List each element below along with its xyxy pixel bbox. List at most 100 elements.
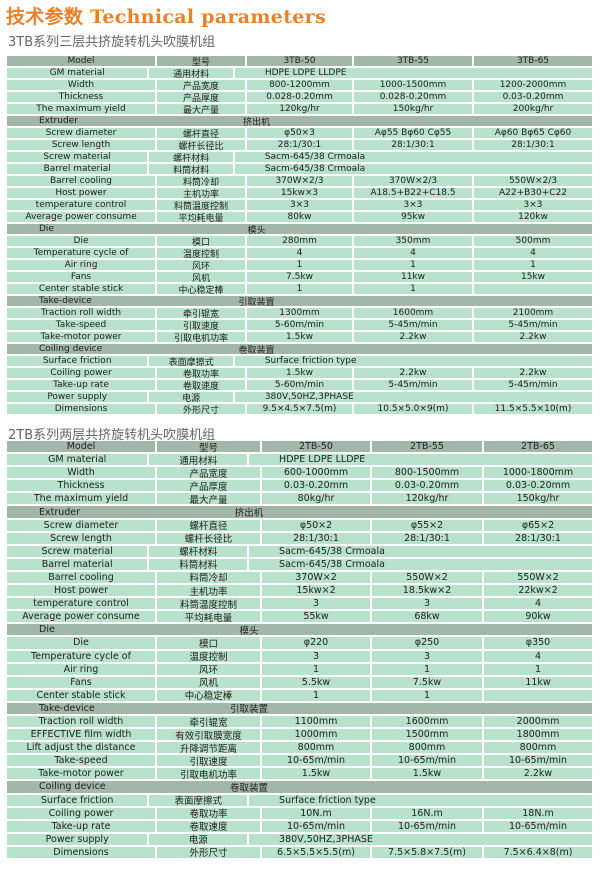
table-row: Screw diameter 螺杆直径 φ50×3 Aφ55 Bφ60 Cφ55 Aφ6… [7, 128, 592, 138]
table-row: The maximum yield 最大产量 120kg/hr 150kg/hr 200… [7, 104, 592, 114]
param-name-en: Take-up rate [7, 380, 155, 390]
param-value: 150kg/hr [484, 493, 592, 505]
param-value: 120kg/hr [372, 493, 482, 505]
table-row: Take-speed 引取速度 5-60m/min 5-45m/min 5-45m/mi… [7, 320, 592, 330]
table-row: Width 产品宽度 800-1200mm 1000-1500mm 1200-2000m… [7, 80, 592, 90]
param-name-cn: 风机 [157, 272, 245, 282]
table-row: Fans 风机 7.5kw 11kw 15kw [7, 272, 592, 282]
param-name-cn: 料筒冷却 [157, 571, 260, 584]
param-value: 2100mm [474, 308, 592, 318]
param-value: 3×3 [354, 200, 472, 210]
param-value: 28:1/30:1 [354, 140, 472, 150]
param-name-en: EFFECTIVE film width [7, 729, 155, 741]
param-value: 2000mm [484, 715, 592, 728]
table-1-subtitle: 3TB系列三层共挤旋转机头吹膜机组 [8, 35, 216, 50]
param-value: 280mm [247, 236, 352, 246]
table-row: Take-up rate 卷取速度 10-65m/min 10-65m/min 10-6… [7, 820, 592, 832]
table-row: Traction roll width 牵引辊宽 1300mm 1600mm 2100m… [7, 308, 592, 318]
param-value: A22+B30+C22 [474, 188, 592, 198]
param-name-cn: 主机功率 [157, 188, 245, 198]
param-name-cn: 温度控制 [157, 650, 260, 662]
param-value: 800-1200mm [247, 80, 352, 90]
section-header: Take-device 引取装置 [7, 296, 592, 306]
param-name-en: Dimensions [7, 846, 155, 858]
param-value: 500mm [474, 236, 592, 246]
param-value: 3TB-65 [474, 56, 592, 66]
param-name-cn: 型号 [157, 441, 260, 453]
table-row: Traction roll width 牵引辊宽 1100mm 1600mm 2000m… [7, 715, 592, 728]
table-row: Power supply 电源 380V,50HZ,3PHASE [7, 392, 592, 402]
param-name-cn: 平均耗电量 [157, 611, 260, 623]
table-row: Screw diameter 螺杆直径 φ50×2 φ55×2 φ65×2 [7, 519, 592, 531]
param-value: 10-65m/min [484, 755, 592, 767]
param-name-en: Screw length [7, 532, 155, 544]
param-value: 4 [484, 650, 592, 662]
param-name-cn: 引取电机功率 [157, 768, 260, 780]
param-name-en: Coiling power [7, 368, 155, 378]
param-value: 1000-1500mm [354, 80, 472, 90]
param-value: 1500mm [372, 729, 482, 741]
param-name-cn: 卷取速度 [157, 380, 245, 390]
param-name-cn: 卷取功率 [157, 807, 260, 819]
param-name-en: Center stable stick [7, 689, 155, 701]
param-name-cn: 引取电机功率 [157, 332, 245, 342]
param-name-en: Average power consume [7, 212, 155, 222]
param-name-en: Take-up rate [7, 820, 155, 832]
param-name-cn: 通用材料 [149, 68, 233, 78]
table-row: Barrel material 料筒材料 Sacm-645/38 Crmoala [7, 164, 592, 174]
param-value: 2.2kw [484, 768, 592, 780]
param-name-en: Temperature cycle of [7, 650, 155, 662]
param-value: 800mm [484, 742, 592, 754]
section-label-en: Die [39, 624, 55, 636]
param-value: 2.2kw [354, 332, 472, 342]
param-name-en: Barrel cooling [7, 571, 155, 584]
param-value-all: 380V,50HZ,3PHASE [249, 833, 592, 845]
param-value-all: Surface friction type [234, 356, 592, 366]
param-name-en: Model [7, 56, 155, 66]
param-name-cn: 料筒材料 [149, 558, 248, 570]
param-name-en: Fans [7, 272, 155, 282]
param-value: 1100mm [262, 715, 370, 728]
section-label-cn: 挤出机 [242, 117, 270, 127]
param-name-cn: 产品厚度 [157, 480, 260, 492]
param-name-en: temperature control [7, 598, 155, 610]
param-name-cn: 表面摩擦式 [149, 356, 233, 366]
table-row: Take-motor power 引取电机功率 1.5kw 1.5kw 2.2kw [7, 768, 592, 780]
param-value: 370W×2/3 [354, 176, 472, 186]
param-value: 0.028-0.20mm [354, 92, 472, 102]
param-value: 600-1000mm [262, 467, 370, 479]
param-value: 2.2kw [474, 368, 592, 378]
param-value: 1200-2000mm [474, 80, 592, 90]
table-row: The maximum yield 最大产量 80kg/hr 120kg/hr 150k… [7, 493, 592, 505]
param-value: 1 [372, 663, 482, 675]
param-value: 95kw [354, 212, 472, 222]
param-value: φ250 [372, 637, 482, 649]
param-value: 2TB-55 [372, 441, 482, 453]
param-value-all: Sacm-645/38 Crmoala [249, 545, 592, 557]
param-value: 7.5kw [247, 272, 352, 282]
param-value: A18.5+B22+C18.5 [354, 188, 472, 198]
param-value: Aφ60 Bφ65 Cφ60 [474, 128, 592, 138]
param-value: 1 [262, 663, 370, 675]
param-value: 4 [247, 248, 352, 258]
param-value: 4 [354, 248, 472, 258]
table-row: temperature control 料筒温度控制 3×3 3×3 3×3 [7, 200, 592, 210]
param-name-cn: 模口 [157, 637, 260, 649]
section-label-cn: 挤出机 [234, 508, 264, 518]
param-value: 370W×2/3 [247, 176, 352, 186]
param-value-all: HDPE LDPE LLDPE [234, 68, 592, 78]
table-row: Thickness 产品厚度 0.03-0.20mm 0.03-0.20mm 0.03-… [7, 480, 592, 492]
section-label-cn: 卷取装置 [229, 782, 268, 793]
param-value: 90kw [484, 611, 592, 623]
param-value: 7.5×6.4×8(m) [484, 846, 592, 858]
table-row: Average power consume 平均耗电量 55kw 68kw 90kw [7, 611, 592, 623]
param-value: 80kg/hr [262, 493, 370, 505]
param-value: 5-60m/min [247, 320, 352, 330]
section-label-en: Die [39, 224, 54, 234]
param-value: 1 [247, 284, 352, 294]
param-value: 0.03-0.20mm [372, 480, 482, 492]
section-label-en: Coiling device [39, 344, 103, 354]
param-value: 2TB-65 [484, 441, 592, 453]
section-header: Die 模头 [7, 624, 592, 636]
section-label-en: Take-device [39, 702, 95, 714]
